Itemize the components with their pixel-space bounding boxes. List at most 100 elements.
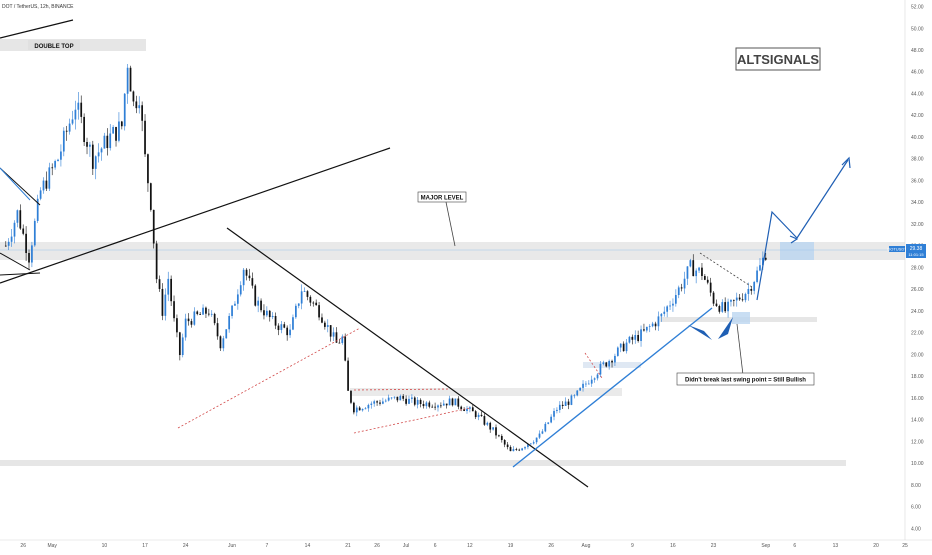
candle-body — [718, 306, 721, 312]
candle — [648, 324, 651, 333]
candle-body — [454, 398, 457, 406]
brand-watermark: ALTSIGNALS — [737, 52, 819, 67]
candle-body — [564, 401, 567, 406]
candle — [297, 303, 300, 309]
candle — [176, 314, 178, 338]
candle-body — [422, 404, 425, 407]
candle — [561, 401, 564, 409]
candle-body — [477, 414, 480, 418]
candle — [265, 306, 268, 318]
candle-body — [155, 243, 158, 280]
candle — [660, 313, 663, 322]
candle-body — [663, 311, 666, 314]
candle — [80, 95, 83, 124]
candle — [431, 404, 434, 408]
candle-body — [274, 315, 277, 326]
candle-body — [582, 383, 584, 388]
candle-body — [727, 301, 729, 312]
x-tick-label: Jun — [228, 543, 236, 549]
candle-body — [65, 130, 68, 132]
x-tick-label: Sep — [761, 543, 770, 549]
candle-body — [367, 404, 370, 409]
y-tick-label: 38.00 — [911, 157, 924, 163]
candle — [271, 312, 274, 320]
y-axis-ticks[interactable]: 4.00 6.00 8.00 10.00 12.00 14.00 16.00 18.00 20.… — [911, 5, 924, 533]
candle — [605, 361, 608, 368]
major-level-label: MAJOR LEVEL — [421, 196, 464, 202]
candle-body — [732, 299, 735, 301]
candle — [118, 112, 120, 143]
candle-body — [254, 285, 257, 306]
candle-body — [411, 397, 413, 399]
candle-body — [33, 220, 36, 246]
candle — [207, 308, 210, 317]
candle — [567, 398, 570, 410]
candle — [132, 90, 135, 107]
price-tag-value: 29.38 — [910, 246, 923, 252]
candle-body — [158, 279, 161, 289]
major-level-zone — [0, 242, 905, 260]
candle — [732, 299, 735, 307]
candle — [36, 194, 39, 224]
candle-body — [561, 404, 564, 406]
candle-body — [384, 400, 387, 402]
candle — [16, 209, 19, 228]
candle-body — [39, 190, 42, 199]
candle-body — [42, 180, 45, 191]
candle-body — [376, 401, 378, 403]
candle — [222, 335, 225, 352]
candle-body — [370, 403, 373, 405]
y-tick-label: 34.00 — [911, 200, 924, 206]
candles-layer — [4, 63, 767, 452]
candle — [706, 276, 709, 285]
candle-body — [735, 297, 738, 301]
candle — [695, 268, 698, 284]
x-tick-label: 21 — [345, 543, 351, 549]
candle-body — [213, 313, 216, 324]
candle — [558, 401, 561, 413]
candle — [228, 313, 231, 333]
candle — [645, 326, 648, 333]
candle-body — [303, 291, 306, 292]
candle — [390, 397, 393, 400]
candle — [698, 266, 700, 273]
candle-body — [480, 414, 483, 417]
candle — [498, 434, 500, 438]
double-top-label-bg — [28, 40, 80, 50]
candle-body — [428, 402, 431, 407]
candle — [437, 404, 439, 412]
candle-body — [118, 121, 120, 141]
candle — [718, 304, 721, 314]
candle — [445, 403, 448, 409]
candle — [149, 182, 152, 212]
x-tick-label: 6 — [793, 543, 796, 549]
candle — [425, 401, 428, 409]
candle-body — [196, 311, 199, 315]
candle-body — [637, 334, 640, 341]
x-tick-label: May — [47, 543, 57, 549]
candle — [721, 299, 724, 313]
candle-body — [326, 325, 329, 327]
candle-body — [495, 427, 497, 436]
candle-body — [361, 408, 364, 411]
candle — [19, 204, 22, 230]
x-tick-label: 10 — [102, 543, 108, 549]
candle — [735, 292, 738, 307]
x-tick-label: 17 — [142, 543, 148, 549]
candle-body — [759, 265, 761, 271]
candle — [384, 398, 387, 403]
candle — [701, 263, 703, 281]
candle-body — [176, 318, 178, 333]
candle — [25, 226, 27, 261]
x-tick-label: 13 — [833, 543, 839, 549]
x-axis-ticks[interactable]: 26 May 10 17 24 Jun 7 14 21 26 Jul 6 12 19 26 Aug 9 16 23 S… — [20, 543, 908, 549]
trendline-rising-resistance — [0, 147, 391, 284]
candle-body — [747, 288, 750, 294]
candle-body — [460, 406, 463, 410]
candle — [579, 387, 581, 392]
candle-body — [219, 336, 222, 349]
candle-body — [135, 101, 138, 109]
candle-body — [402, 395, 405, 399]
